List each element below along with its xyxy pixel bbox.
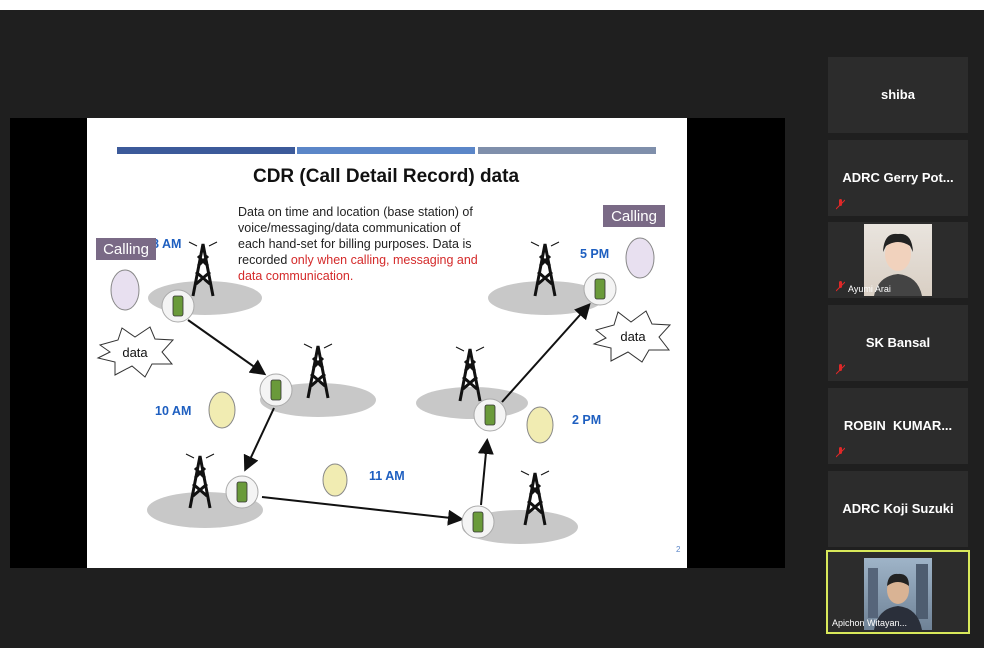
slide: CDR (Call Detail Record) data Data on ti…: [87, 118, 687, 568]
participant-name: Ayumi Arai: [848, 284, 891, 294]
participant-tile[interactable]: ROBIN KUMAR...: [828, 388, 968, 464]
phone: [485, 405, 495, 425]
bar: [478, 147, 656, 154]
time-label: 11 AM: [369, 469, 405, 483]
mute-icon: [836, 281, 845, 292]
mute-icon: [836, 364, 845, 375]
data-label: data: [620, 329, 646, 344]
participant-tile[interactable]: SK Bansal: [828, 305, 968, 381]
desc-line: voice/messaging/data communication of: [238, 221, 461, 235]
participant-tile[interactable]: ADRC Gerry Pot...: [828, 140, 968, 216]
time-label: 10 AM: [155, 404, 191, 418]
time-label: 8 AM: [152, 237, 181, 251]
desc-line: each hand-set for billing purposes. Data…: [238, 237, 471, 251]
page-number: 2: [676, 545, 681, 554]
bar: [117, 147, 295, 154]
participant-name: ADRC Koji Suzuki: [828, 501, 968, 516]
phone: [271, 380, 281, 400]
participant-tile[interactable]: Ayumi Arai: [828, 222, 968, 298]
slide-title: CDR (Call Detail Record) data: [253, 166, 519, 187]
desc-highlight: data communication.: [238, 269, 353, 283]
bar: [297, 147, 475, 154]
callout: Calling: [611, 208, 657, 225]
zoom-window: CDR (Call Detail Record) data Data on ti…: [0, 10, 984, 648]
time-label: 2 PM: [572, 413, 601, 427]
page: CDR (Call Detail Record) data Data on ti…: [0, 0, 984, 648]
participant-name: Apichon Witayan...: [832, 618, 907, 628]
screen-share: CDR (Call Detail Record) data Data on ti…: [10, 118, 785, 568]
data-label: data: [122, 345, 148, 360]
participant-name: shiba: [828, 87, 968, 102]
participant-tile[interactable]: ADRC Koji Suzuki: [828, 471, 968, 547]
phone: [473, 512, 483, 532]
callout: Calling: [103, 241, 149, 258]
participant-name: ROBIN KUMAR...: [828, 418, 968, 433]
phone: [237, 482, 247, 502]
time-label: 5 PM: [580, 247, 609, 261]
mute-icon: [836, 199, 845, 210]
desc-highlight: only when calling, messaging and: [291, 253, 478, 267]
participant-name: SK Bansal: [828, 335, 968, 350]
desc-prefix: recorded: [238, 253, 287, 267]
participant-tile[interactable]: shiba: [828, 57, 968, 133]
phone: [595, 279, 605, 299]
desc-line: recorded only when calling, messaging an…: [238, 253, 478, 267]
participant-tile-active[interactable]: Apichon Witayan...: [826, 550, 970, 634]
participant-name: ADRC Gerry Pot...: [828, 170, 968, 185]
mute-icon: [836, 447, 845, 458]
phone: [173, 296, 183, 316]
desc-line: Data on time and location (base station)…: [238, 205, 473, 219]
